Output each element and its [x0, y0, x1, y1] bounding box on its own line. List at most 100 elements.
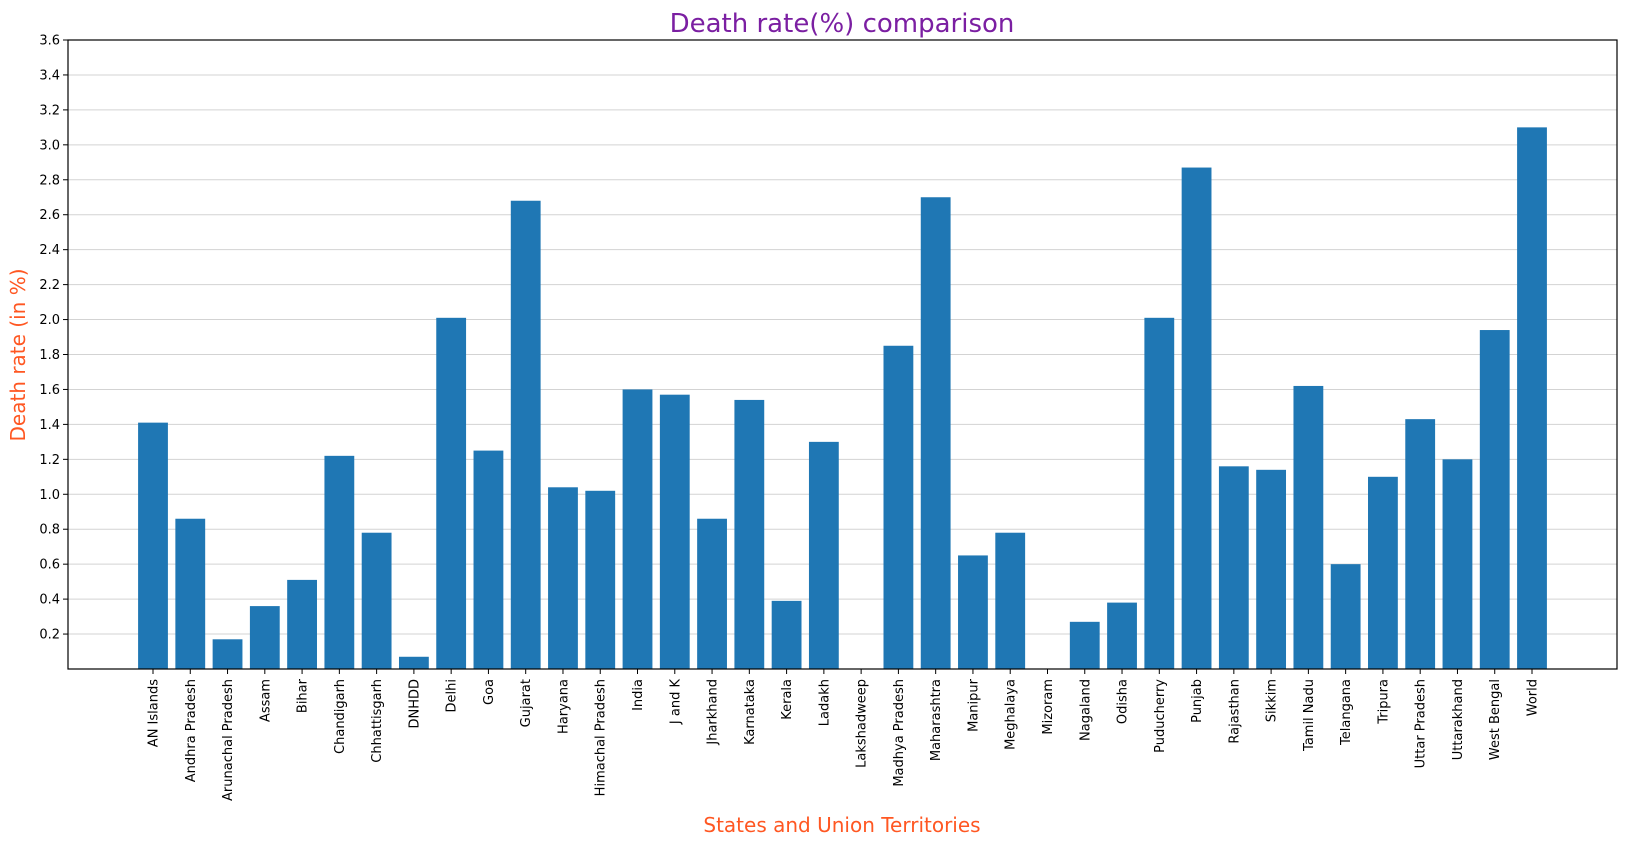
chart-title: Death rate(%) comparison — [670, 9, 1015, 39]
x-tick-label: Meghalaya — [1004, 679, 1019, 750]
bar — [1144, 317, 1175, 669]
y-tick-label: 1.0 — [39, 488, 60, 503]
bar — [1293, 385, 1324, 669]
x-tick-label: Manipur — [966, 678, 981, 732]
x-tick-label: Kerala — [780, 679, 795, 720]
x-tick-label: Jharkhand — [706, 679, 721, 746]
y-tick-label: 3.2 — [39, 103, 60, 118]
x-tick-label: Bihar — [296, 678, 311, 713]
x-tick-label: Assam — [258, 679, 273, 722]
bar — [212, 639, 243, 669]
y-axis-ticks: 0.2 0.4 0.6 0.8 1.0 1.2 1.4 1.6 1.8 2.0 2.2 2.4 2.6 2… — [39, 34, 68, 643]
y-tick-label: 2.8 — [39, 173, 60, 188]
x-tick-label: Madhya Pradesh — [892, 679, 907, 787]
x-tick-label: West Bengal — [1488, 679, 1503, 760]
x-tick-label: Telangana — [1339, 679, 1354, 746]
x-tick-label: Odisha — [1116, 679, 1131, 724]
bar — [548, 487, 578, 669]
bar — [958, 555, 988, 669]
x-tick-label: Karnataka — [743, 679, 758, 745]
bar — [1405, 419, 1436, 669]
x-tick-label: Haryana — [556, 679, 571, 734]
bar — [1479, 330, 1510, 669]
y-tick-label: 0.6 — [39, 558, 60, 573]
bar — [622, 389, 653, 669]
bar — [659, 394, 690, 669]
y-tick-label: 2.2 — [39, 278, 60, 293]
bar — [1442, 459, 1473, 669]
bar — [1107, 602, 1137, 669]
bar — [771, 600, 802, 669]
bar — [1368, 476, 1398, 669]
y-tick-label: 0.8 — [39, 523, 60, 538]
bar — [175, 518, 206, 669]
bar — [697, 518, 727, 669]
bar — [138, 422, 168, 669]
bar — [1181, 167, 1212, 669]
y-tick-label: 2.6 — [39, 208, 60, 223]
x-tick-label: Chandigarh — [333, 679, 348, 754]
x-tick-label: J and K — [668, 679, 683, 726]
y-tick-label: 2.0 — [39, 313, 60, 328]
x-tick-label: DNHDD — [407, 679, 422, 729]
bar — [1069, 621, 1100, 669]
x-tick-label: Sikkim — [1265, 679, 1280, 722]
x-tick-label: Punjab — [1190, 679, 1205, 723]
bar — [883, 345, 914, 669]
bar — [287, 579, 317, 669]
bar — [808, 441, 839, 669]
y-tick-label: 0.2 — [39, 628, 60, 643]
bar — [734, 399, 765, 669]
y-tick-label: 1.2 — [39, 453, 60, 468]
x-tick-label: Tripura — [1376, 679, 1391, 725]
bars — [138, 127, 1547, 670]
bar — [249, 606, 280, 669]
y-tick-label: 3.4 — [39, 68, 60, 83]
y-tick-label: 1.6 — [39, 383, 60, 398]
x-tick-label: Uttarakhand — [1451, 679, 1466, 760]
x-tick-label: Uttar Pradesh — [1414, 679, 1429, 768]
y-tick-label: 1.8 — [39, 348, 60, 363]
x-tick-label: Mizoram — [1041, 679, 1056, 735]
x-tick-label: India — [631, 679, 646, 711]
x-tick-label: Lakshadweep — [855, 679, 870, 768]
bar — [436, 317, 467, 669]
x-tick-label: Puducherry — [1153, 679, 1168, 753]
x-tick-label: Goa — [482, 679, 497, 705]
bar — [398, 656, 429, 669]
x-tick-label: Arunachal Pradesh — [221, 679, 236, 801]
bar — [1218, 466, 1249, 669]
bar — [1517, 127, 1547, 670]
bar — [1330, 564, 1361, 669]
y-tick-label: 3.0 — [39, 138, 60, 153]
x-tick-label: Gujarat — [519, 679, 534, 727]
bar — [473, 450, 504, 669]
y-tick-label: 2.4 — [39, 243, 60, 258]
x-tick-label: World — [1526, 679, 1541, 716]
x-tick-label: Chhattisgarh — [370, 679, 385, 763]
x-tick-label: AN Islands — [147, 679, 162, 747]
x-tick-label: Tamil Nadu — [1302, 679, 1317, 752]
bar — [995, 532, 1026, 669]
x-tick-label: Nagaland — [1078, 679, 1093, 741]
bar — [920, 197, 951, 669]
x-tick-label: Ladakh — [817, 679, 832, 726]
y-tick-label: 0.4 — [39, 593, 60, 608]
x-tick-label: Andhra Pradesh — [184, 679, 199, 782]
bar — [361, 532, 392, 669]
bar — [585, 490, 616, 669]
x-axis-ticks: AN Islands Andhra Pradesh Arunachal Prades… — [147, 669, 1541, 801]
y-tick-label: 3.6 — [39, 34, 60, 49]
x-tick-label: Delhi — [445, 679, 460, 712]
bar — [1256, 469, 1287, 669]
x-tick-label: Maharashtra — [929, 679, 944, 761]
x-tick-label: Himachal Pradesh — [594, 679, 609, 796]
x-tick-label: Rajasthan — [1227, 679, 1242, 744]
y-axis-title: Death rate (in %) — [6, 268, 30, 441]
x-axis-title: States and Union Territories — [703, 813, 980, 837]
bar — [324, 455, 355, 669]
bar — [510, 200, 541, 669]
y-tick-label: 1.4 — [39, 418, 60, 433]
